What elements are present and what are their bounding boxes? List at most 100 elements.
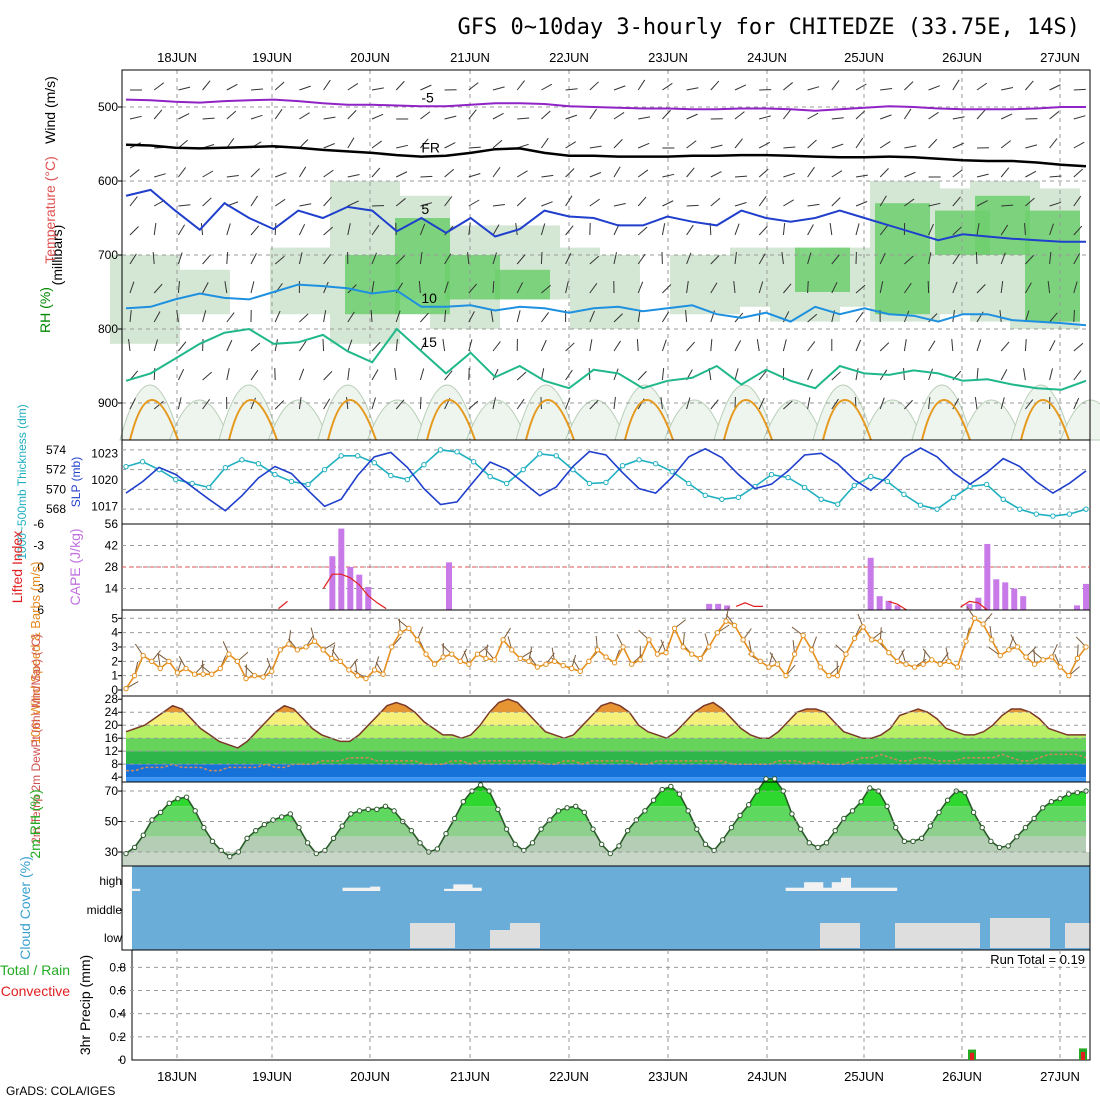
wind-speed-series-point [774, 661, 781, 667]
wind-barb [686, 87, 699, 91]
wind-speed-series-point [843, 651, 849, 657]
thickness-series-point [487, 473, 493, 480]
wind-barb [758, 253, 766, 265]
wind-barb [299, 203, 312, 207]
wind-barb [565, 281, 569, 294]
date-label-bottom: 24JUN [747, 1069, 787, 1084]
warm-contour [327, 399, 377, 441]
wind-barb [129, 310, 132, 323]
cloud-low-bar [1065, 923, 1090, 948]
wind-barb [686, 281, 689, 294]
thickness-series-point [735, 494, 742, 501]
slp-label: SLP (mb) [69, 457, 83, 507]
wind-barb [880, 114, 892, 120]
temp-band [126, 751, 1086, 765]
wind-barb [298, 223, 306, 236]
wind-barb [855, 201, 868, 207]
wind-barb [831, 254, 840, 265]
thickness-series-point [371, 460, 377, 466]
wind-barb [831, 80, 840, 91]
wind-barb [370, 309, 373, 323]
wind-barb [733, 281, 736, 294]
wind-barb [420, 202, 433, 207]
cape-tick: 42 [105, 539, 119, 553]
thickness-series-point [983, 481, 990, 488]
rh-series-point [668, 783, 674, 790]
wind-speed-series-point [817, 664, 823, 670]
cloud-high-bar [831, 882, 842, 891]
wind-barb [637, 226, 648, 236]
wind-barb [807, 166, 815, 178]
wind-barb [928, 340, 936, 352]
wind-barb [1073, 225, 1083, 236]
wind-speed-series-point [989, 637, 995, 643]
wind-barb [250, 369, 259, 381]
thickness-series-point [702, 492, 709, 499]
wind-barb [710, 144, 723, 149]
wind-barb [904, 145, 917, 149]
wind-barb [202, 170, 214, 178]
wind-barb [395, 198, 406, 207]
wind-barb [1000, 140, 1011, 149]
wind-speed-series-point [1083, 644, 1089, 650]
tick-label: 50 [105, 815, 119, 829]
wind-speed-series-point [149, 658, 155, 665]
date-label-top: 21JUN [450, 50, 490, 65]
wind-barb [904, 81, 914, 91]
wind-speed-series-point [1014, 644, 1021, 650]
tick-label: 5 [111, 611, 118, 625]
thickness-series-point [669, 468, 675, 475]
wind-barb [831, 197, 841, 207]
rh-series-point [823, 840, 830, 846]
wind-barb [1049, 201, 1062, 207]
isotherm-label: -5 [421, 89, 434, 105]
thickness-series-point [255, 461, 262, 467]
wind-barb [637, 79, 646, 91]
wind-barb [490, 310, 494, 323]
wind-barb [952, 196, 961, 207]
rh-series-point [1014, 834, 1020, 840]
thickness-series-point [520, 466, 526, 473]
wind-barb [152, 252, 155, 265]
wind-barb [323, 398, 331, 410]
thickness-series-point [305, 481, 311, 488]
wind-barb [371, 397, 376, 410]
wind-speed-series-point [440, 654, 446, 660]
wind-barb [710, 255, 720, 265]
wind-barb [371, 87, 384, 91]
rh-series-point [685, 808, 691, 814]
wind-speed-series-point [594, 647, 601, 653]
wind-barb [831, 117, 844, 120]
thickness-series-point [206, 484, 212, 491]
p4-frame [121, 609, 1091, 697]
wind-barb [613, 139, 623, 149]
wind10m-label: 10m Wind Speed & Barbs (m/s) [28, 562, 43, 745]
isotherm-line [125, 98, 1086, 112]
wind-speed-series-point [1057, 664, 1063, 670]
wind-speed-series-point [131, 672, 138, 679]
wind-barb [540, 251, 543, 265]
rh-zone-30 [570, 255, 640, 329]
rh-series-point [676, 791, 683, 797]
rh-series-point [451, 815, 458, 822]
wind-barb [589, 310, 595, 323]
cape-li-panel: -6 -3 0 3 6 56 42 28 14 Lifted Index CAPE (J/kg) [9, 517, 1091, 617]
wind-barb [976, 368, 979, 381]
wind-barb [1000, 281, 1004, 294]
wind-barb [177, 281, 180, 294]
cloud-high-bar [453, 884, 464, 891]
wind-barb [855, 284, 866, 294]
wind-speed-series-point [800, 632, 806, 639]
wind-barb [589, 282, 598, 294]
wind-barb [613, 313, 623, 323]
wind-speed-series-point [586, 658, 592, 665]
rh-series-point [590, 826, 596, 832]
wind-speed-series-point [294, 647, 301, 653]
wind-barb [224, 281, 228, 294]
date-label-top: 26JUN [942, 50, 982, 65]
thickness-series-point [355, 453, 361, 459]
wind-barb [758, 281, 764, 294]
wind-speed-series-point [929, 657, 935, 663]
thickness-tick: 568 [46, 502, 66, 516]
